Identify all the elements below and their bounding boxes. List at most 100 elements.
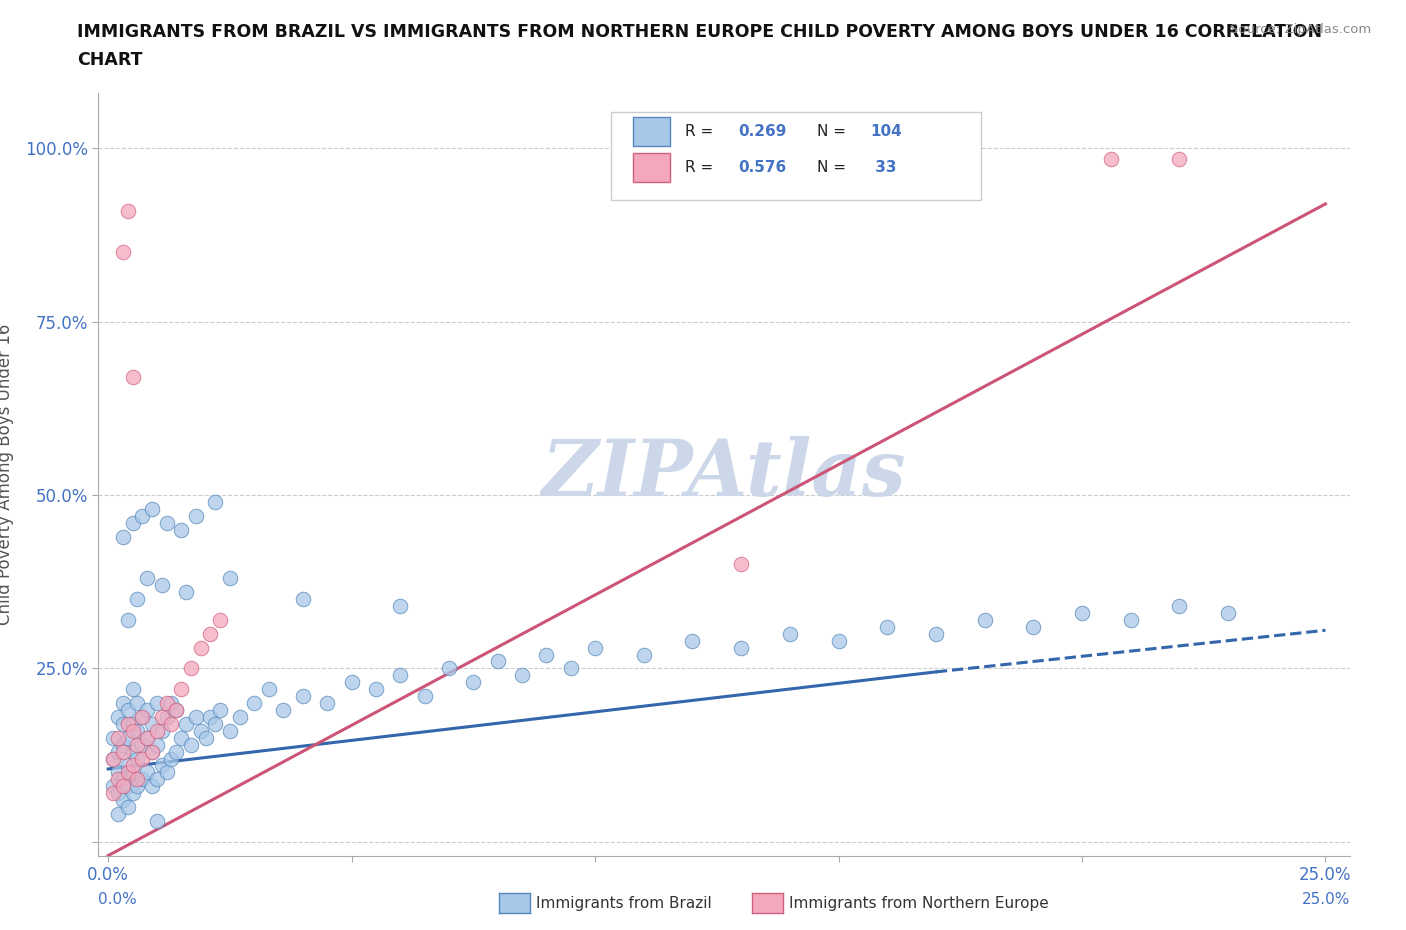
Point bbox=[136, 730, 159, 745]
Point bbox=[1168, 599, 1191, 614]
Point bbox=[389, 668, 412, 683]
Point bbox=[204, 716, 226, 731]
Point bbox=[146, 772, 169, 787]
Point bbox=[101, 730, 124, 745]
Point bbox=[973, 613, 995, 628]
Point bbox=[131, 509, 153, 524]
Point bbox=[111, 778, 134, 793]
Point bbox=[107, 744, 129, 759]
Point bbox=[117, 716, 139, 731]
Point bbox=[486, 654, 509, 669]
Text: IMMIGRANTS FROM BRAZIL VS IMMIGRANTS FROM NORTHERN EUROPE CHILD POVERTY AMONG BO: IMMIGRANTS FROM BRAZIL VS IMMIGRANTS FRO… bbox=[77, 23, 1323, 41]
Point bbox=[117, 613, 139, 628]
Point bbox=[121, 765, 143, 780]
Point bbox=[510, 668, 533, 683]
Point bbox=[364, 682, 387, 697]
Point bbox=[437, 661, 460, 676]
Point bbox=[170, 730, 193, 745]
Point bbox=[136, 765, 159, 780]
Point bbox=[155, 710, 177, 724]
Point bbox=[170, 682, 193, 697]
Point bbox=[200, 710, 222, 724]
Point bbox=[127, 772, 149, 787]
Point bbox=[155, 515, 177, 530]
Point bbox=[121, 716, 143, 731]
Point bbox=[219, 724, 242, 738]
Point bbox=[117, 758, 139, 773]
Point bbox=[160, 696, 183, 711]
Point bbox=[291, 689, 314, 704]
Point bbox=[150, 578, 173, 592]
Point bbox=[184, 710, 207, 724]
Bar bbox=[633, 117, 671, 146]
Point bbox=[389, 599, 412, 614]
Point bbox=[730, 557, 752, 572]
Point bbox=[925, 626, 948, 641]
Text: Immigrants from Brazil: Immigrants from Brazil bbox=[536, 897, 711, 911]
Point bbox=[111, 772, 134, 787]
Point bbox=[194, 730, 217, 745]
Point bbox=[1071, 605, 1094, 620]
Point bbox=[121, 758, 143, 773]
Point bbox=[1099, 152, 1122, 166]
Point bbox=[131, 751, 153, 766]
Point bbox=[463, 675, 485, 690]
Point bbox=[107, 806, 129, 821]
Point bbox=[779, 626, 801, 641]
Point bbox=[101, 751, 124, 766]
Point bbox=[117, 204, 139, 219]
Point bbox=[184, 509, 207, 524]
Point bbox=[633, 647, 655, 662]
Point bbox=[257, 682, 280, 697]
Y-axis label: Child Poverty Among Boys Under 16: Child Poverty Among Boys Under 16 bbox=[0, 324, 14, 625]
Point bbox=[111, 696, 134, 711]
Point bbox=[583, 640, 606, 655]
Point bbox=[136, 571, 159, 586]
Point bbox=[536, 647, 558, 662]
Point bbox=[121, 786, 143, 801]
Point bbox=[273, 702, 295, 717]
Point bbox=[155, 765, 177, 780]
Text: ZIPAtlas: ZIPAtlas bbox=[541, 436, 907, 512]
Point bbox=[131, 710, 153, 724]
Point bbox=[150, 758, 173, 773]
Text: 0.269: 0.269 bbox=[738, 125, 786, 140]
Point bbox=[730, 640, 752, 655]
Point bbox=[160, 751, 183, 766]
Point bbox=[107, 772, 129, 787]
Point bbox=[827, 633, 849, 648]
Point bbox=[121, 370, 143, 385]
Point bbox=[876, 619, 898, 634]
Text: 104: 104 bbox=[870, 125, 903, 140]
Point bbox=[291, 591, 314, 606]
Point bbox=[141, 778, 163, 793]
Point bbox=[141, 501, 163, 516]
Point bbox=[127, 591, 149, 606]
Point bbox=[117, 765, 139, 780]
Point bbox=[136, 730, 159, 745]
Point bbox=[316, 696, 339, 711]
Text: 0.0%: 0.0% bbox=[98, 892, 138, 907]
Point bbox=[1119, 613, 1142, 628]
Point bbox=[180, 661, 202, 676]
Text: 25.0%: 25.0% bbox=[1302, 892, 1350, 907]
Point bbox=[136, 702, 159, 717]
Point bbox=[180, 737, 202, 752]
Point bbox=[155, 696, 177, 711]
Point bbox=[101, 786, 124, 801]
Point bbox=[127, 737, 149, 752]
Point bbox=[413, 689, 436, 704]
Point bbox=[160, 716, 183, 731]
Point bbox=[117, 730, 139, 745]
Point bbox=[111, 529, 134, 544]
Point bbox=[146, 737, 169, 752]
Point bbox=[121, 515, 143, 530]
Text: R =: R = bbox=[685, 125, 718, 140]
Point bbox=[204, 495, 226, 510]
Point bbox=[117, 800, 139, 815]
Point bbox=[174, 585, 197, 600]
Point bbox=[107, 765, 129, 780]
Point bbox=[560, 661, 582, 676]
Point bbox=[1168, 152, 1191, 166]
Point bbox=[146, 696, 169, 711]
